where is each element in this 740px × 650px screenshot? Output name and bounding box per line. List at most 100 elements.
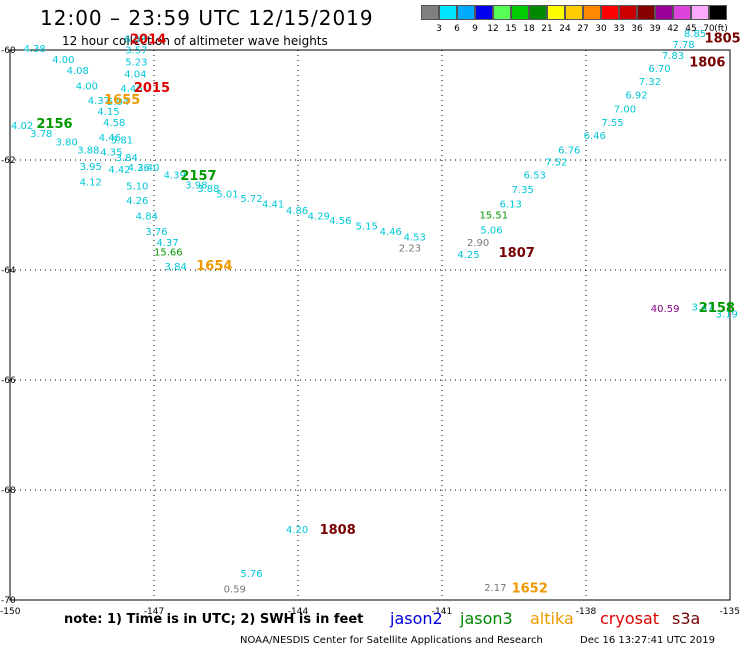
map-axis-labels: -150 -147 -144 -141 -138 -135 -60 -62 -64 -66 -68 -… [0, 46, 740, 617]
color-swatch [439, 5, 457, 20]
wave-height-label: 4.38 [23, 44, 45, 55]
latitude-tick-label: -68 [1, 486, 16, 496]
color-swatch [673, 5, 691, 20]
wave-height-label: 7.35 [512, 185, 534, 196]
color-swatch-label: 42 [667, 24, 679, 34]
wave-height-label: 5.15 [356, 221, 378, 232]
latitude-tick-label: -62 [1, 156, 16, 166]
pass-time-label: 2158 [699, 301, 735, 316]
wave-height-label: 7.55 [601, 118, 623, 129]
wave-height-label: 15.66 [154, 248, 183, 259]
wave-height-label: 4.46 [120, 84, 142, 95]
wave-height-label: 5.81 [111, 136, 133, 147]
wave-height-label: 3.88 [197, 184, 219, 195]
pass-time-label: 1808 [320, 523, 356, 538]
wave-height-label: 6.70 [648, 64, 670, 75]
wave-height-label: 4.84 [136, 211, 158, 222]
generated-timestamp: Dec 16 13:27:41 UTC 2019 [580, 635, 715, 646]
color-swatch [691, 5, 709, 20]
wave-height-label: 4.29 [308, 211, 330, 222]
color-swatch-label: 33 [613, 24, 625, 34]
wave-height-label: 4.02 [11, 121, 33, 132]
satellite-legend-item: cryosat [600, 609, 660, 628]
wave-height-label: 7.52 [545, 158, 567, 169]
wave-height-label: 5.10 [126, 182, 148, 193]
wave-height-label: 4.20 [286, 525, 308, 536]
color-swatch-label: 27 [577, 24, 589, 34]
color-swatch [493, 5, 511, 20]
pass-time-label: 2156 [36, 117, 72, 132]
wave-height-label: 4.36 [128, 163, 150, 174]
wave-height-label: 5.01 [216, 189, 238, 200]
map-gridlines [10, 50, 730, 600]
pass-time-label: 1806 [689, 56, 725, 71]
wave-height-label: 3.57 [125, 45, 147, 56]
latitude-tick-label: -66 [1, 376, 16, 386]
wave-height-label: 4.41 [262, 199, 284, 210]
longitude-tick-label: -147 [144, 607, 164, 617]
wave-height-label: 6.46 [584, 131, 606, 142]
pass-time-label: 1805 [705, 31, 740, 46]
wave-height-label: 4.00 [52, 55, 74, 66]
wave-height-label: 4.04 [124, 70, 146, 81]
wave-height-label: 4.56 [329, 216, 351, 227]
wave-height-label: 2.17 [484, 583, 506, 594]
pass-time-label: 1652 [512, 581, 548, 596]
color-swatch-label: 9 [472, 24, 478, 34]
wave-height-label: 4.86 [286, 206, 308, 217]
satellite-legend-item: jason3 [460, 609, 513, 628]
color-swatch [547, 5, 565, 20]
pass-time-label: 2014 [130, 32, 166, 47]
footnote: note: 1) Time is in UTC; 2) SWH is in fe… [64, 612, 364, 627]
wave-height-label: 6.53 [524, 171, 546, 182]
wave-height-label: 4.08 [67, 66, 89, 77]
color-swatch-label: 18 [523, 24, 535, 34]
latitude-tick-label: -64 [1, 266, 16, 276]
color-scale-unit: (ft) [714, 24, 728, 34]
wave-height-label: 2.23 [399, 243, 421, 254]
wave-height-label: 3.47 [692, 303, 714, 314]
wave-height-label: 4.35 [100, 148, 122, 159]
pass-time-label: 2015 [134, 81, 170, 96]
wave-height-label: 4.58 [103, 118, 125, 129]
pass-time-label: 1655 [104, 93, 140, 108]
color-swatch-label: 70 [703, 24, 715, 34]
color-swatch [529, 5, 547, 20]
color-swatch [565, 5, 583, 20]
credit-line: NOAA/NESDIS Center for Satellite Applica… [240, 635, 543, 646]
wave-height-label: 5.23 [125, 57, 147, 68]
latitude-tick-label: -60 [1, 46, 16, 56]
color-swatch [709, 5, 727, 20]
wave-height-label: 7.83 [662, 51, 684, 62]
wave-height-label: 6.03 [124, 34, 146, 45]
wave-height-label: 3.19 [716, 309, 738, 320]
color-swatch [619, 5, 637, 20]
color-swatch [583, 5, 601, 20]
color-swatch-label: 39 [649, 24, 661, 34]
color-swatch [655, 5, 673, 20]
wave-height-label: 7.32 [639, 77, 661, 88]
color-swatch [637, 5, 655, 20]
satellite-legend-item: jason2 [390, 609, 443, 628]
wave-height-label: 4.46 [380, 227, 402, 238]
wave-height-label: 4.39 [164, 171, 186, 182]
wave-height-label: 6.92 [625, 90, 647, 101]
map-subtitle: 12 hour collection of altimeter wave hei… [62, 34, 328, 48]
color-swatch-label: 21 [541, 24, 553, 34]
wave-height-label: 5.06 [480, 226, 502, 237]
wave-height-label: 5.76 [240, 569, 262, 580]
wave-height-label: 3.78 [30, 129, 52, 140]
wave-height-label: 4.00 [76, 82, 98, 93]
pass-time-label: 1807 [499, 246, 535, 261]
wave-height-label: 3.98 [185, 181, 207, 192]
color-swatch [421, 5, 439, 20]
wave-height-label: 4.15 [97, 107, 119, 118]
satellite-legend-item: s3a [672, 609, 701, 628]
longitude-tick-label: -144 [288, 607, 309, 617]
wave-height-label: 4.25 [457, 250, 479, 261]
color-swatch [475, 5, 493, 20]
longitude-tick-label: -150 [0, 607, 21, 617]
longitude-tick-label: -135 [720, 607, 740, 617]
map-frame [9, 49, 731, 601]
